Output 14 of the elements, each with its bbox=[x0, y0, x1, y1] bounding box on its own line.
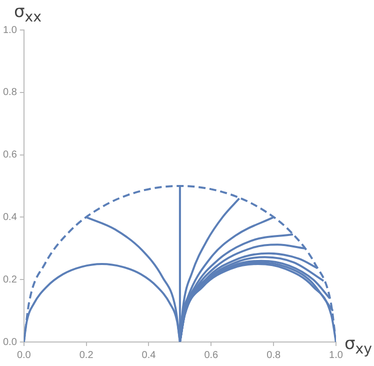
x-tick-label: 0.2 bbox=[79, 350, 94, 361]
x-tick-label: 0.4 bbox=[142, 350, 156, 361]
y-tick-label: 1.0 bbox=[2, 24, 18, 36]
y-tick-label: 0.0 bbox=[2, 336, 18, 348]
y-tick-label: 0.6 bbox=[2, 150, 18, 161]
x-tick-label: 0.8 bbox=[266, 350, 281, 361]
x-axis-title: σ$_{xy}$ bbox=[344, 334, 372, 358]
x-tick-label: 0.6 bbox=[204, 350, 219, 361]
x-tick-label: 1.0 bbox=[329, 350, 344, 361]
y-tick-label: 0.4 bbox=[2, 212, 18, 223]
y-tick-label: 0.2 bbox=[2, 274, 18, 286]
y-axis-title: σ$_{xx}$ bbox=[14, 2, 42, 26]
x-tick-label: 0.0 bbox=[16, 350, 32, 361]
y-tick-label: 0.8 bbox=[2, 87, 18, 98]
